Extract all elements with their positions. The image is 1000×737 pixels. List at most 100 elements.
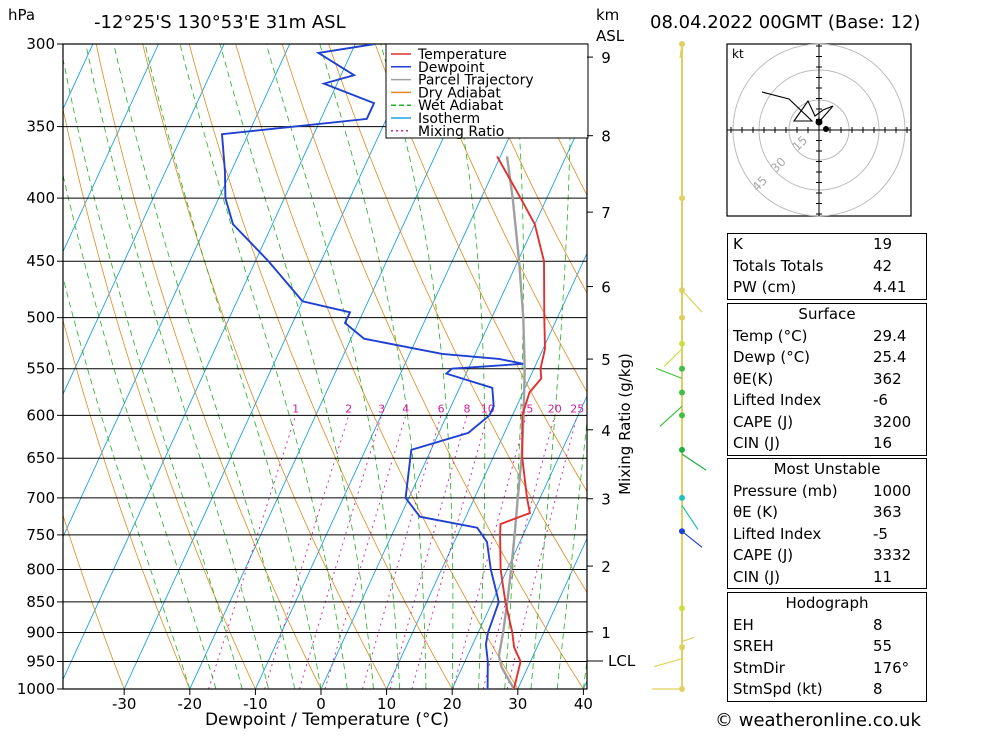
x-tick-label: 30 xyxy=(508,695,527,713)
x-tick-label: -10 xyxy=(243,695,268,713)
dry-adiabat-line xyxy=(63,513,125,689)
x-axis-label: Dewpoint / Temperature (°C) xyxy=(205,710,449,730)
mixing-ratio-line xyxy=(389,415,468,689)
wind-level-dot xyxy=(679,365,685,372)
index-row: Dewp (°C) 25.4 xyxy=(728,347,926,369)
index-row: K 19 xyxy=(728,234,926,256)
x-tick-label: 10 xyxy=(377,695,396,713)
index-label: Totals Totals xyxy=(733,256,824,275)
index-label: PW (cm) xyxy=(733,278,797,296)
hodograph-surface-dot xyxy=(815,118,823,126)
isotherm-line xyxy=(63,44,291,538)
index-label: CAPE (J) xyxy=(733,412,794,431)
wet-adiabat-line xyxy=(179,44,348,689)
x-tick-label: 20 xyxy=(443,695,462,713)
location-title: -12°25'S 130°53'E 31m ASL xyxy=(94,12,346,33)
pressure-tick-label: 950 xyxy=(26,653,55,671)
isotherm-line xyxy=(0,0,72,689)
wet-adiabat-line xyxy=(556,417,587,689)
dry-adiabat-line xyxy=(281,44,584,689)
km-tick-label: 4 xyxy=(601,422,611,440)
index-row: θE (K) 363 xyxy=(728,502,926,524)
index-row: StmDir 176° xyxy=(728,658,926,680)
index-value: 11 xyxy=(873,567,893,586)
index-label: Lifted Index xyxy=(733,391,822,409)
surface-table: Surface Temp (°C) 29.4 Dewp (°C) 25.4 θE(K) 36… xyxy=(727,303,927,456)
wind-barb xyxy=(663,348,683,368)
km-tick-label: 8 xyxy=(601,128,611,146)
dry-adiabat-line xyxy=(142,44,387,689)
index-value: 176° xyxy=(873,658,910,677)
x-tick-label: 0 xyxy=(316,695,326,713)
index-value: 362 xyxy=(873,369,902,388)
temperature-line xyxy=(496,155,546,689)
pressure-tick-label: 300 xyxy=(26,35,55,53)
dry-adiabat-line xyxy=(63,318,191,689)
pressure-tick-label: 550 xyxy=(26,360,55,378)
index-value: 363 xyxy=(873,503,902,521)
km-tick-label: 6 xyxy=(601,279,611,297)
run-title: 08.04.2022 00GMT (Base: 12) xyxy=(650,12,920,33)
asl-unit-label: ASL xyxy=(596,27,625,45)
index-row: Lifted Index -6 xyxy=(728,390,926,412)
wind-level-dot xyxy=(679,605,685,612)
wind-barb xyxy=(679,43,683,59)
isotherm-line xyxy=(517,537,587,689)
pressure-tick-label: 850 xyxy=(26,593,55,611)
index-value: 3332 xyxy=(873,546,912,564)
wind-level-dot xyxy=(679,644,685,651)
wind-level-dot xyxy=(679,340,685,347)
index-value: 16 xyxy=(873,434,893,452)
dry-adiabat-line xyxy=(921,26,1000,689)
index-value: 4.41 xyxy=(873,278,907,296)
index-label: Pressure (mb) xyxy=(733,481,838,500)
index-value: 29.4 xyxy=(873,326,907,345)
pressure-tick-label: 900 xyxy=(26,624,55,642)
index-value: 25.4 xyxy=(873,348,907,366)
index-label: StmSpd (kt) xyxy=(733,680,823,698)
index-row: Lifted Index -5 xyxy=(728,524,926,546)
indices-top-table: K 19 Totals Totals 42 PW (cm) 4.41 xyxy=(727,233,927,300)
x-tick-label: -20 xyxy=(178,695,203,713)
pressure-tick-label: 600 xyxy=(26,406,55,424)
wind-level-dot xyxy=(679,494,685,501)
table-title: Most Unstable xyxy=(773,460,881,478)
pressure-tick-label: 750 xyxy=(26,526,55,544)
lcl-label: LCL xyxy=(608,652,636,670)
pressure-tick-label: 1000 xyxy=(17,680,55,698)
dry-adiabat-line xyxy=(188,44,453,689)
hodograph-trace xyxy=(761,91,834,123)
mixing-ratio-label: 2 xyxy=(345,402,352,415)
index-row: StmSpd (kt) 8 xyxy=(728,679,926,701)
index-value: 1000 xyxy=(873,481,912,500)
index-label: EH xyxy=(733,615,754,634)
pressure-unit-label: hPa xyxy=(8,6,35,24)
index-label: Lifted Index xyxy=(733,524,822,543)
index-label: CAPE (J) xyxy=(733,546,794,564)
index-row: Totals Totals 42 xyxy=(728,256,926,278)
wind-level-dot xyxy=(679,389,685,396)
index-row: Pressure (mb) 1000 xyxy=(728,481,926,503)
wind-barb xyxy=(659,405,683,427)
mixing-ratio-label: 6 xyxy=(438,402,445,415)
index-row: CIN (J) 16 xyxy=(728,433,926,455)
wind-profile xyxy=(652,41,707,692)
wind-level-dot xyxy=(679,446,685,453)
dry-adiabat-line xyxy=(328,44,587,594)
x-tick-label: -30 xyxy=(112,695,137,713)
wind-barb xyxy=(655,367,683,379)
mixing-ratio-line xyxy=(208,415,297,689)
legend-entry: Wet Adiabat xyxy=(418,98,504,114)
index-label: K xyxy=(733,235,743,253)
isotherm-line xyxy=(63,44,159,253)
wind-level-dot xyxy=(679,314,685,321)
index-row: Temp (°C) 29.4 xyxy=(728,326,926,348)
index-label: StmDir xyxy=(733,658,785,677)
pressure-tick-label: 450 xyxy=(26,252,55,270)
dry-adiabat-line xyxy=(421,44,587,393)
pressure-tick-label: 350 xyxy=(26,118,55,136)
mixing-ratio-axis-label: Mixing Ratio (g/kg) xyxy=(616,353,634,495)
wind-barb xyxy=(681,636,695,642)
